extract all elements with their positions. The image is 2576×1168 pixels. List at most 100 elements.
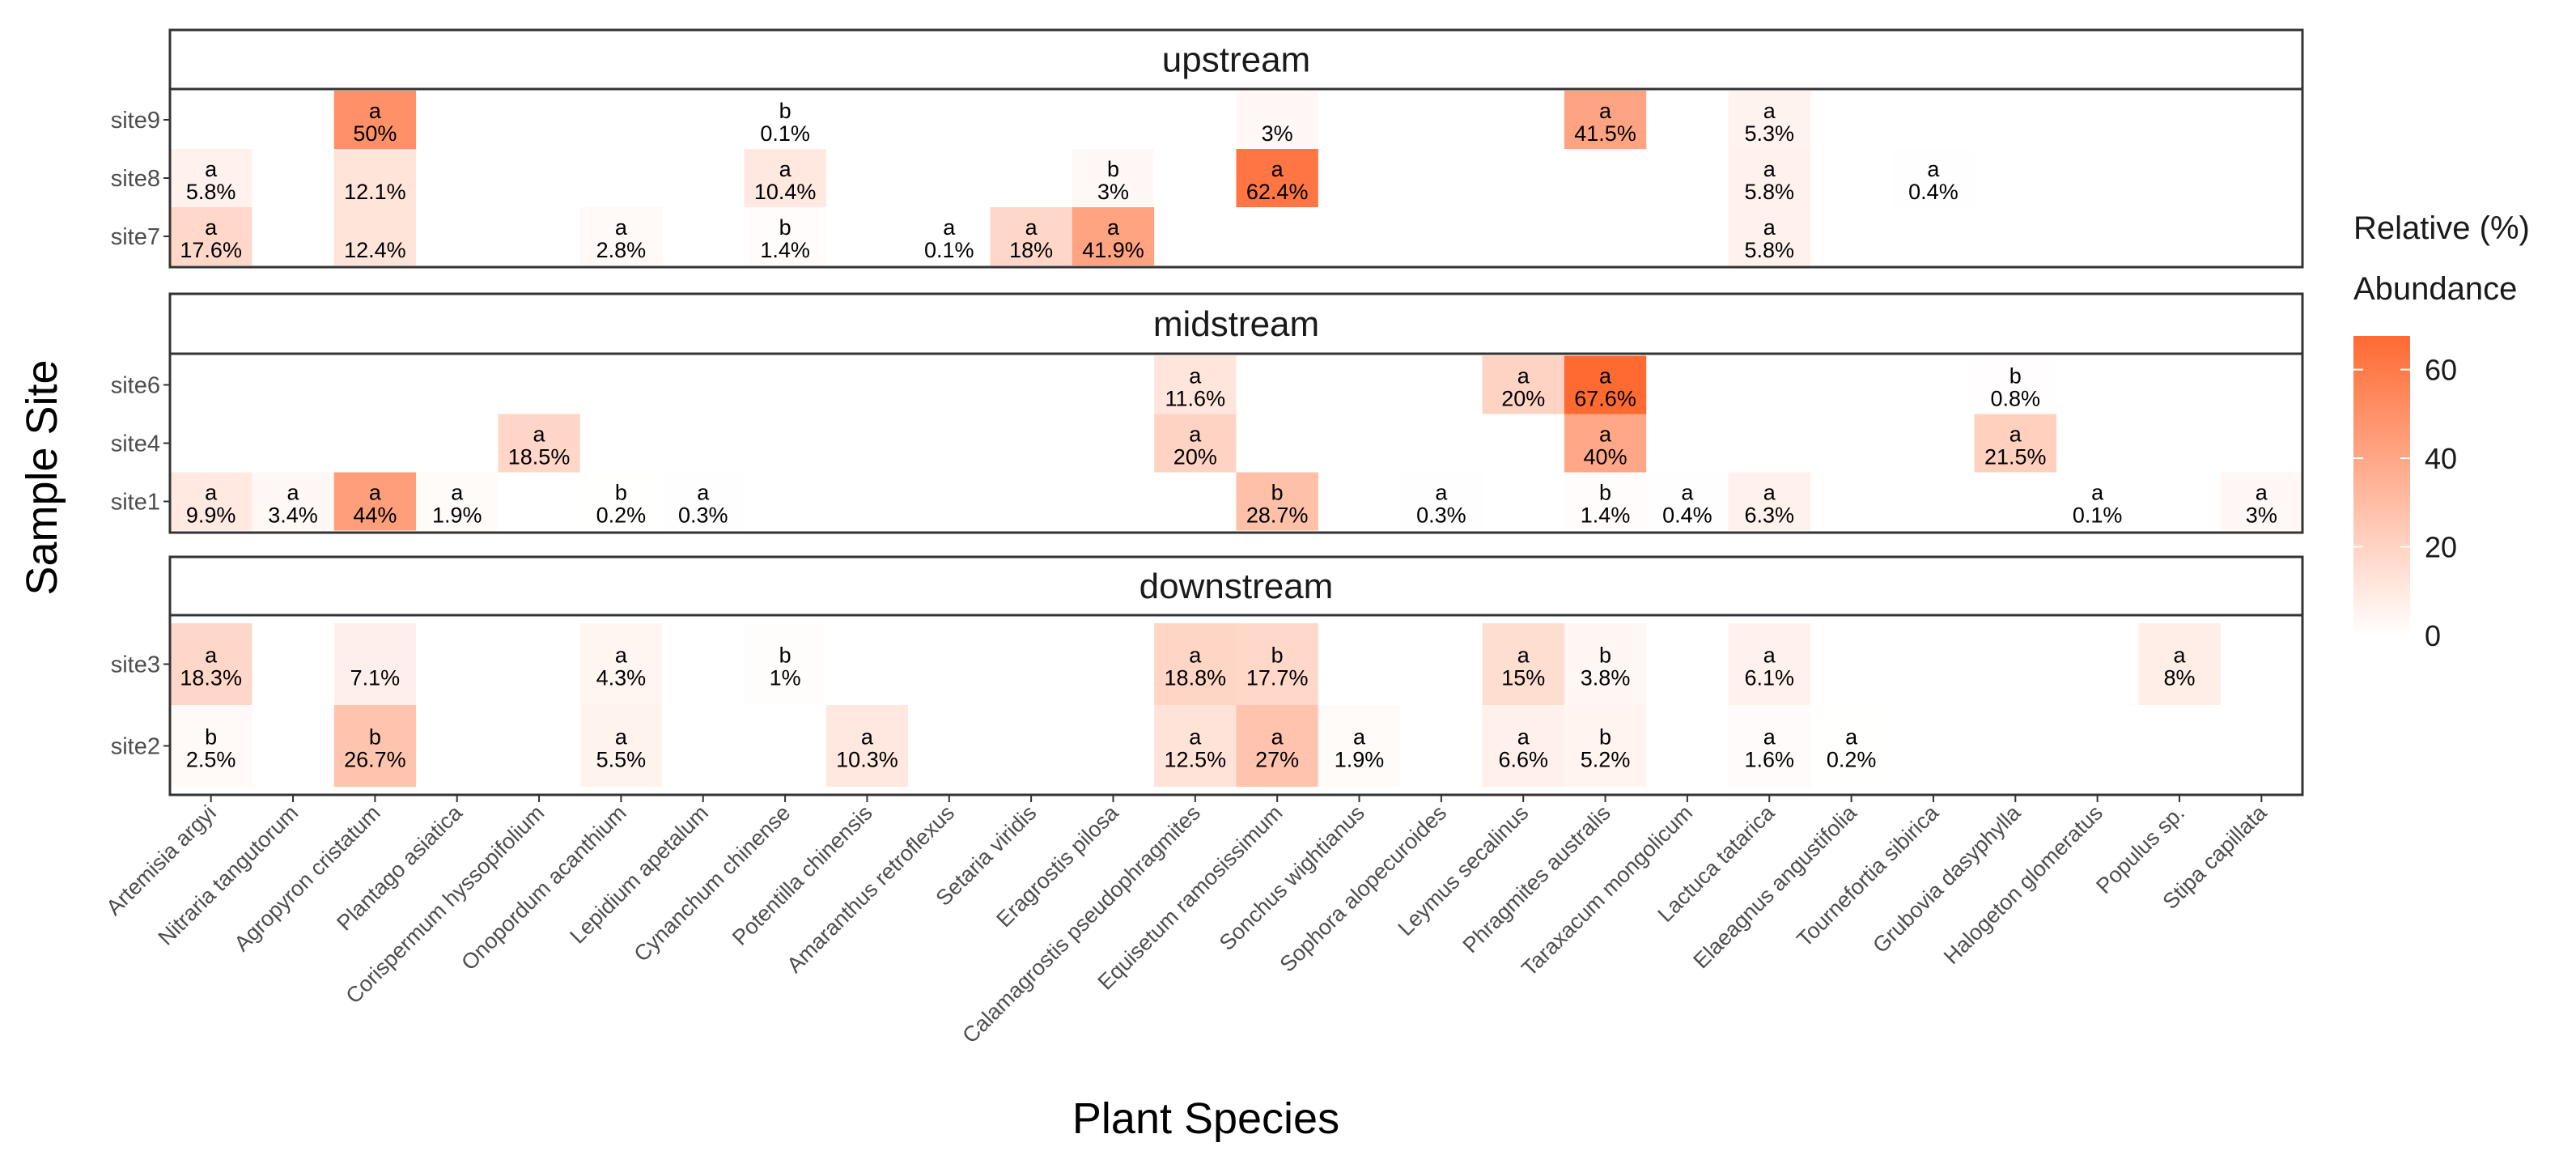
cell-tile-site3-populus-sp (2138, 623, 2221, 705)
cell-letter: a (205, 157, 218, 181)
cell-value-label: 18.3% (180, 666, 242, 690)
cell-value-label: 41.9% (1082, 238, 1144, 262)
cell-tile-site1-agropyron-cristatum (333, 472, 417, 531)
cell-letter: b (779, 215, 791, 240)
y-tick-label-site3: site3 (111, 652, 160, 678)
heatmap-cell: b3% (1072, 149, 1155, 207)
cell-tile-site1-nitraria-tangutorum (252, 472, 334, 531)
cell-tile-site1-lactuca-tatarica (1728, 472, 1810, 531)
cell-letter: b (1599, 643, 1611, 668)
cell-tile-site2-agropyron-cristatum (333, 705, 417, 787)
cell-value-label: 10.4% (754, 180, 817, 204)
cell-tile-site9-lactuca-tatarica (1728, 91, 1810, 149)
cell-letter: a (1517, 725, 1530, 750)
cell-letter: a (1599, 99, 1612, 123)
heatmap-cell: b28.7% (1236, 472, 1318, 531)
heatmap-cell: a0.1% (2056, 472, 2139, 531)
heatmap-cell: a0.1% (908, 207, 991, 265)
cell-value-label: 5.8% (1744, 180, 1794, 204)
cell-letter: a (1189, 725, 1202, 750)
cell-value-label: 0.4% (1908, 180, 1959, 204)
heatmap-cell: a4.3% (579, 623, 663, 705)
cell-tile-site4-calamagrostis-pseudophragmites (1154, 414, 1237, 473)
cell-value-label: 0.2% (596, 503, 647, 528)
cell-tile-site7-onopordum-acanthium (579, 207, 663, 265)
heatmap-cell: a5.8% (1728, 207, 1810, 265)
cell-letter: a (2173, 643, 2186, 668)
panel-border-downstream (168, 614, 2304, 796)
cell-tile-site3-agropyron-cristatum (333, 623, 417, 705)
cell-letter: a (1845, 725, 1858, 750)
cell-letter: b (779, 99, 791, 123)
cell-tile-site4-corispermum-hyssopifolium (498, 414, 580, 473)
x-tick-label-onopordum-acanthium: Onopordum acanthium (456, 801, 630, 975)
cell-letter: a (369, 99, 382, 123)
heatmap-cell: b0.8% (1974, 355, 2056, 414)
cell-value-label: 21.5% (1984, 445, 2047, 469)
panel-midstream: a11.6%a20%a67.6%b0.8%a18.5%a20%a40%a21.5… (111, 292, 2304, 534)
cell-value-label: 0.3% (1416, 503, 1466, 528)
heatmap-cell: a1.9% (416, 472, 499, 531)
cell-letter: b (779, 643, 791, 668)
cell-tile-site4-phragmites-australis (1564, 414, 1647, 473)
cell-letter: a (1763, 215, 1776, 240)
cell-letter: a (2256, 481, 2268, 505)
cell-letter: a (1763, 725, 1776, 750)
cell-tile-site3-lactuca-tatarica (1728, 623, 1810, 705)
cell-tile-site2-artemisia-argyi (170, 705, 253, 787)
cell-letter: b (369, 725, 381, 750)
cell-value-label: 62.4% (1246, 180, 1309, 204)
heatmap-cell: a3% (2220, 472, 2302, 531)
cell-value-label: 5.3% (1744, 121, 1794, 146)
cell-tile-site7-amaranthus-retroflexus (908, 207, 991, 265)
cell-tile-site2-phragmites-australis (1564, 705, 1647, 787)
cell-letter: b (1599, 725, 1611, 750)
strip-midstream (168, 292, 2304, 355)
cell-tile-site8-lactuca-tatarica (1728, 149, 1810, 207)
cell-tile-site2-potentilla-chinensis (825, 705, 909, 787)
cell-letter: a (1599, 423, 1612, 447)
cell-value-label: 0.8% (1991, 387, 2041, 411)
heatmap-cell: a5.5% (579, 705, 663, 787)
heatmap-cell: a44% (333, 472, 417, 531)
heatmap-cell: b3.8% (1564, 623, 1647, 705)
cell-letter: a (1599, 364, 1612, 389)
cell-tile-site3-leymus-secalinus (1482, 623, 1564, 705)
heatmap-cell: b1% (744, 623, 826, 705)
y-tick-label-site6: site6 (111, 373, 160, 399)
cell-letter: a (2009, 423, 2022, 447)
heatmap-cell: a41.9% (1072, 207, 1155, 265)
heatmap-cell: 12.4% (333, 207, 417, 265)
heatmap-cell: a50% (333, 91, 417, 149)
panel-downstream: a18.3% 7.1%a4.3%b1%a18.8%b17.7%a15%b3.8%a… (111, 555, 2304, 796)
y-tick-label-site9: site9 (111, 108, 160, 134)
legend-tick-label: 60 (2425, 354, 2457, 387)
y-tick-label-site7: site7 (111, 224, 160, 250)
cell-tile-site9-agropyron-cristatum (333, 91, 417, 149)
cell-tile-site3-calamagrostis-pseudophragmites (1154, 623, 1237, 705)
heatmap-cell: a5.8% (1728, 149, 1810, 207)
cell-letter: a (1517, 364, 1530, 389)
cell-value-label: 6.1% (1744, 666, 1794, 690)
cell-letter: a (1435, 481, 1448, 505)
cell-tile-site7-cynanchum-chinense (744, 207, 826, 265)
heatmap-cell: a10.4% (744, 149, 826, 207)
heatmap-cell: 3% (1236, 91, 1318, 149)
x-tick-label-lepidium-apetalum: Lepidium apetalum (565, 801, 713, 949)
cell-letter: a (205, 643, 218, 668)
heatmap-cell: b17.7% (1236, 623, 1318, 705)
cell-letter: b (1271, 481, 1284, 505)
cell-value-label: 1% (770, 666, 801, 690)
cell-value-label: 26.7% (344, 748, 406, 772)
legend-tick-label: 40 (2425, 442, 2457, 475)
x-axis-title: Plant Species (1072, 1094, 1339, 1143)
x-tick-label-nitraria-tangutorum: Nitraria tangutorum (154, 801, 303, 950)
cell-value-label: 3.4% (268, 503, 318, 528)
heatmap-cell: a10.3% (825, 705, 909, 787)
cell-tile-site1-phragmites-australis (1564, 472, 1647, 531)
cell-letter: a (943, 215, 956, 240)
heatmap-cell: a18.8% (1154, 623, 1237, 705)
heatmap-cell: a18.3% (170, 623, 253, 705)
cell-tile-site8-eragrostis-pilosa (1072, 149, 1155, 207)
